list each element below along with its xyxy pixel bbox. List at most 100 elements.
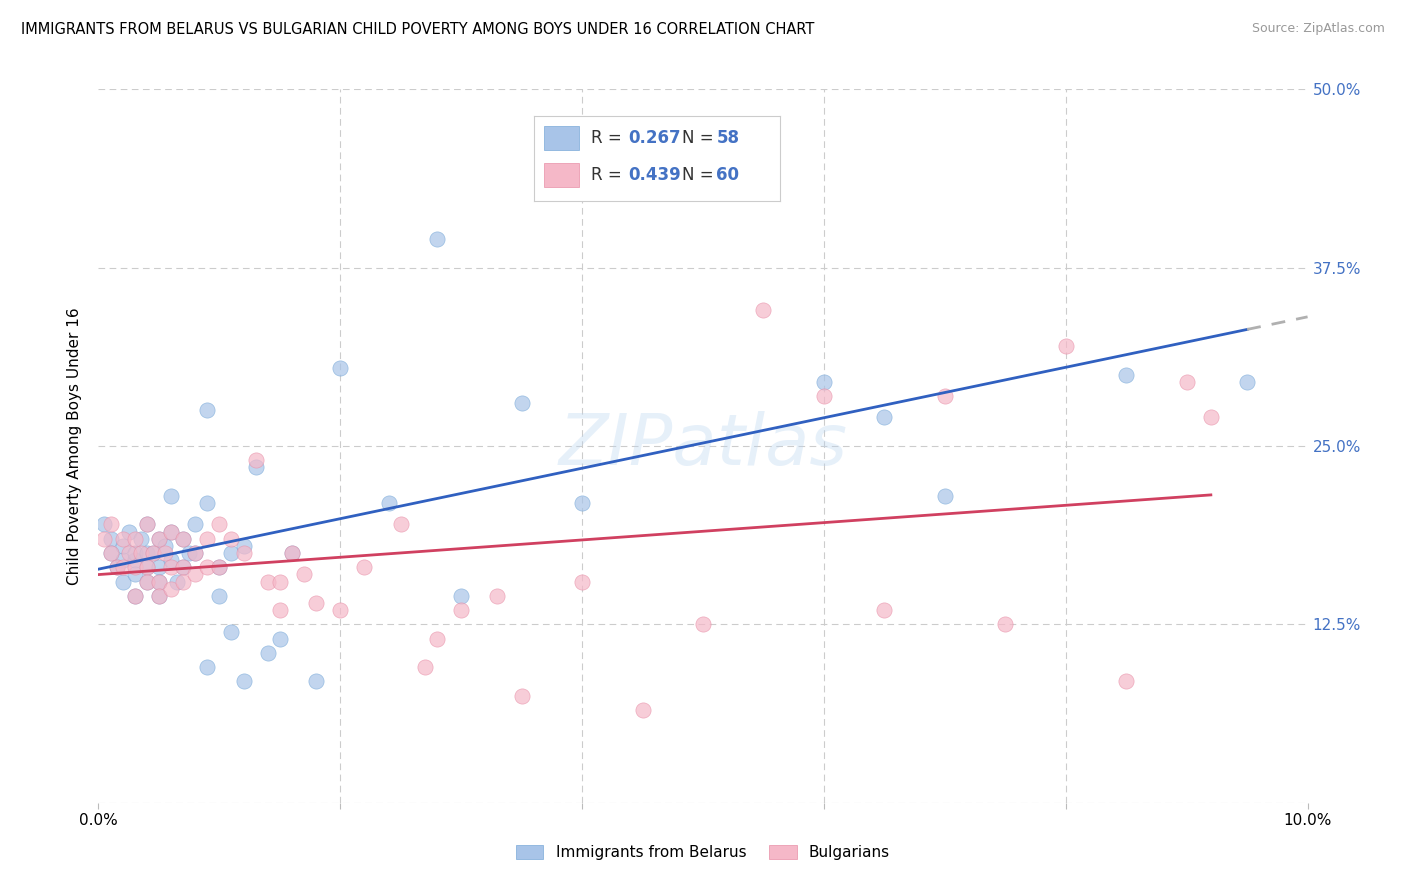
Point [129,546,152,560]
Point [142,546,165,560]
Point [179,546,201,560]
Point [269,574,291,589]
FancyBboxPatch shape [544,163,579,187]
Point [510,396,533,410]
Point [160,560,183,574]
Point [172,560,194,574]
Point [281,546,304,560]
Point [153,539,176,553]
Text: N =: N = [682,166,718,185]
Point [93,532,115,546]
Point [124,560,146,574]
Point [571,574,593,589]
Text: Source: ZipAtlas.com: Source: ZipAtlas.com [1251,22,1385,36]
Text: R =: R = [591,166,627,185]
Point [100,546,122,560]
Point [135,574,157,589]
Point [148,589,170,603]
Point [111,553,134,567]
Point [1175,375,1198,389]
Point [813,375,835,389]
Point [873,603,896,617]
Point [100,517,122,532]
Point [692,617,714,632]
Point [353,560,375,574]
Point [752,303,775,318]
Point [160,524,183,539]
Point [124,567,146,582]
Point [377,496,399,510]
Text: 0.439: 0.439 [627,166,681,185]
Point [135,560,157,574]
Point [111,560,134,574]
Point [1115,674,1137,689]
Point [148,532,170,546]
Point [195,660,218,674]
Point [111,532,134,546]
Point [135,517,157,532]
Point [148,589,170,603]
Point [208,560,231,574]
Point [631,175,654,189]
Point [245,460,267,475]
Point [305,596,328,610]
Point [142,546,165,560]
Point [813,389,835,403]
Point [153,546,176,560]
Point [329,603,352,617]
Point [148,574,170,589]
Point [221,546,243,560]
Point [994,617,1017,632]
Point [934,389,956,403]
Point [148,560,170,574]
Point [269,632,291,646]
Text: IMMIGRANTS FROM BELARUS VS BULGARIAN CHILD POVERTY AMONG BOYS UNDER 16 CORRELATI: IMMIGRANTS FROM BELARUS VS BULGARIAN CHI… [21,22,814,37]
Point [426,232,449,246]
Point [184,517,207,532]
Point [208,517,231,532]
Point [111,574,134,589]
Text: R =: R = [591,128,627,146]
Text: 58: 58 [716,128,740,146]
Point [172,532,194,546]
Point [148,532,170,546]
Point [413,660,436,674]
Point [172,560,194,574]
Point [426,632,449,646]
Point [172,532,194,546]
Point [124,546,146,560]
Point [124,589,146,603]
Point [450,589,472,603]
Point [118,524,141,539]
Point [124,589,146,603]
FancyBboxPatch shape [544,126,579,150]
Point [571,496,593,510]
Point [486,589,509,603]
Point [184,546,207,560]
Point [135,574,157,589]
Legend: Immigrants from Belarus, Bulgarians: Immigrants from Belarus, Bulgarians [510,839,896,866]
Point [118,546,141,560]
Text: N =: N = [682,128,718,146]
Point [135,560,157,574]
Point [135,546,157,560]
Point [105,560,128,574]
Point [129,532,152,546]
Point [305,674,328,689]
Y-axis label: Child Poverty Among Boys Under 16: Child Poverty Among Boys Under 16 [67,307,83,585]
Point [93,517,115,532]
Point [269,603,291,617]
Point [105,560,128,574]
Point [160,524,183,539]
Point [232,539,254,553]
Point [184,546,207,560]
Point [135,517,157,532]
Point [510,689,533,703]
Point [160,489,183,503]
Text: 0.267: 0.267 [627,128,681,146]
Point [124,532,146,546]
Point [100,532,122,546]
Point [256,646,278,660]
Point [160,582,183,596]
Point [148,574,170,589]
